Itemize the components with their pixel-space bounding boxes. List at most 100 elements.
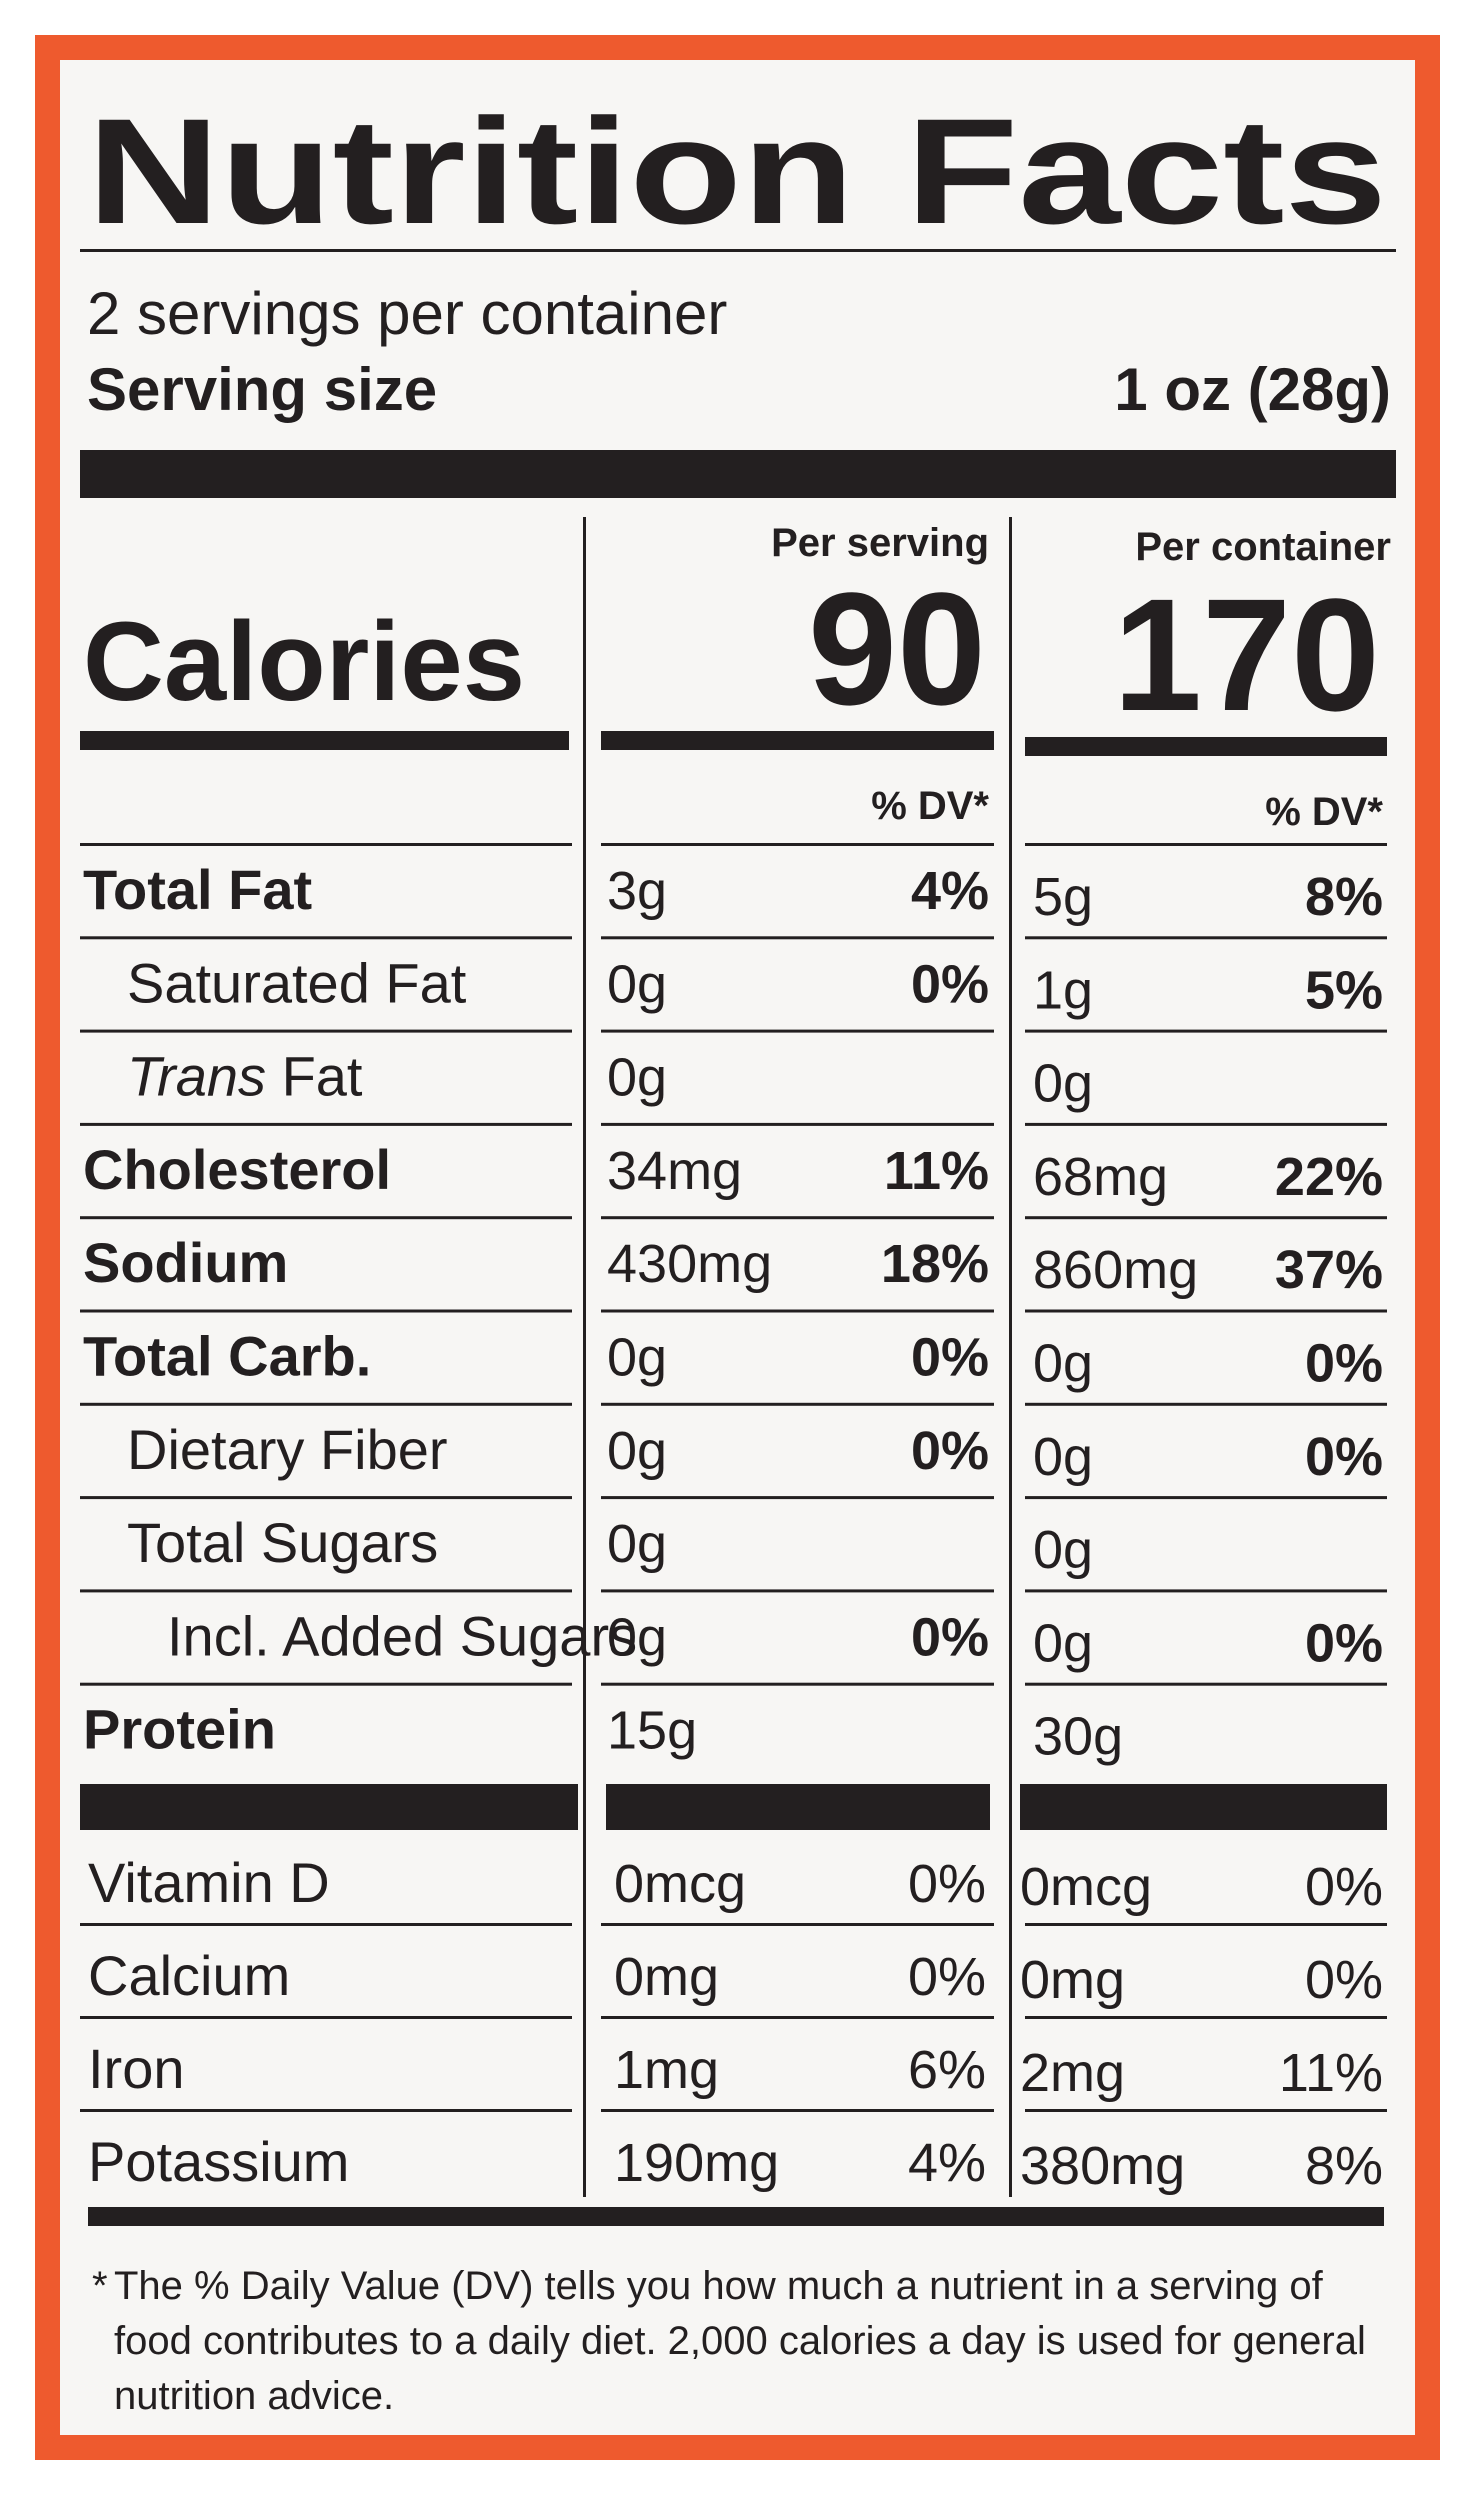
footnote-line: nutrition advice. (114, 2374, 394, 2418)
row-rule (1025, 1923, 1387, 1926)
calories-value: 90 (808, 559, 986, 738)
serving-dv: 6% (908, 2040, 986, 2100)
nutrient-label-text: Total Carb. (83, 1325, 371, 1388)
row-rule (601, 936, 994, 940)
dv-header: % DV* (871, 784, 989, 828)
row-rule (601, 2109, 994, 2112)
servings: 2 servings per container (87, 280, 727, 347)
serving-size-value: 1 oz (28g) (1114, 356, 1391, 423)
container-amount: 380mg (1020, 2136, 1185, 2196)
nutrient-label: Cholesterol (83, 1138, 391, 1201)
row-rule (80, 1029, 572, 1033)
nutrient-label-text: Fat (282, 1045, 363, 1108)
container-amount: 0g (1033, 1054, 1093, 1114)
serving-amount: 0mg (614, 1947, 719, 2007)
footnote-line: The % Daily Value (DV) tells you how muc… (114, 2264, 1324, 2308)
rule (80, 249, 1396, 252)
container-amount: 0mg (1020, 1950, 1125, 2010)
title: Nutrition Facts (87, 87, 1387, 255)
thick-bar (606, 1784, 990, 1830)
serving-size-label: Serving size (87, 356, 437, 423)
nutrient-label: Trans Fat (127, 1045, 363, 1108)
container-amount: 2mg (1020, 2043, 1125, 2103)
column-header: Per serving (771, 521, 989, 565)
container-dv: 11% (1279, 2043, 1383, 2103)
nutrient-label-text: Incl. Added Sugars (167, 1604, 637, 1667)
container-amount: 0g (1033, 1334, 1093, 1394)
container-dv: 0% (1305, 1950, 1383, 2010)
row-rule (601, 1682, 994, 1686)
serving-amount: 190mg (614, 2133, 779, 2193)
serving-dv: 18% (881, 1234, 989, 1294)
nutrient-label-text: Protein (83, 1698, 276, 1761)
row-rule (80, 2109, 572, 2112)
container-dv: 8% (1305, 867, 1383, 927)
container-dv: 37% (1275, 1240, 1383, 1300)
serving-amount: 0g (607, 1607, 667, 1667)
row-rule (80, 1682, 572, 1686)
calories-label: Calories (83, 599, 525, 724)
nutrient-label: Saturated Fat (127, 951, 467, 1014)
row-rule (1025, 2109, 1387, 2112)
container-dv: 0% (1305, 1334, 1383, 1394)
serving-amount: 0g (607, 954, 667, 1014)
container-dv: 0% (1305, 1427, 1383, 1487)
column-divider (1009, 517, 1012, 2197)
nutrient-label-italic: Trans (127, 1045, 266, 1108)
footnote-line: food contributes to a daily diet. 2,000 … (114, 2319, 1366, 2363)
nutrient-label-text: Dietary Fiber (127, 1418, 448, 1481)
row-rule (80, 1496, 572, 1500)
calories-value: 170 (1113, 565, 1380, 744)
row-rule (601, 843, 994, 846)
column-divider (583, 517, 586, 2197)
serving-dv: 0% (911, 1421, 989, 1481)
bar (601, 731, 994, 750)
container-amount: 0g (1033, 1613, 1093, 1673)
container-dv: 8% (1305, 2136, 1383, 2196)
row-rule (1025, 1309, 1387, 1313)
row-rule (80, 1122, 572, 1126)
row-rule (1025, 1402, 1387, 1406)
row-rule (601, 1402, 994, 1406)
nutrient-label-text: Saturated Fat (127, 951, 467, 1014)
serving-amount: 15g (607, 1701, 697, 1761)
row-rule (601, 1496, 994, 1500)
serving-amount: 0mcg (614, 1854, 746, 1914)
row-rule (80, 1589, 572, 1593)
nutrient-label-text: Total Fat (83, 858, 312, 921)
row-rule (601, 1216, 994, 1220)
vitamin-label: Iron (88, 2037, 185, 2100)
row-rule (1025, 1589, 1387, 1593)
vitamin-label: Vitamin D (88, 1851, 330, 1914)
serving-dv: 0% (908, 1947, 986, 2007)
container-amount: 0g (1033, 1427, 1093, 1487)
row-rule (1025, 1029, 1387, 1033)
row-rule (601, 2016, 994, 2019)
serving-amount: 1mg (614, 2040, 719, 2100)
thick-bar (80, 450, 1396, 498)
vitamin-label: Potassium (88, 2130, 349, 2193)
row-rule (601, 1589, 994, 1593)
nutrient-label: Total Fat (83, 858, 312, 921)
serving-amount: 0g (607, 1514, 667, 1574)
nutrient-label: Protein (83, 1698, 276, 1761)
vitamin-label: Calcium (88, 1944, 290, 2007)
serving-amount: 430mg (607, 1234, 772, 1294)
row-rule (80, 1402, 572, 1406)
container-amount: 30g (1033, 1707, 1123, 1767)
nutrient-label-space (266, 1045, 282, 1108)
row-rule (601, 1923, 994, 1926)
row-rule (80, 1923, 572, 1926)
row-rule (1025, 936, 1387, 940)
dv-header: % DV* (1265, 790, 1383, 834)
bar (88, 2207, 1384, 2226)
container-amount: 0g (1033, 1520, 1093, 1580)
row-rule (80, 1216, 572, 1220)
nutrient-label: Dietary Fiber (127, 1418, 448, 1481)
container-dv: 0% (1305, 1857, 1383, 1917)
nutrient-label-text: Cholesterol (83, 1138, 391, 1201)
bar (1025, 737, 1387, 756)
serving-amount: 3g (607, 861, 667, 921)
serving-amount: 34mg (607, 1141, 742, 1201)
